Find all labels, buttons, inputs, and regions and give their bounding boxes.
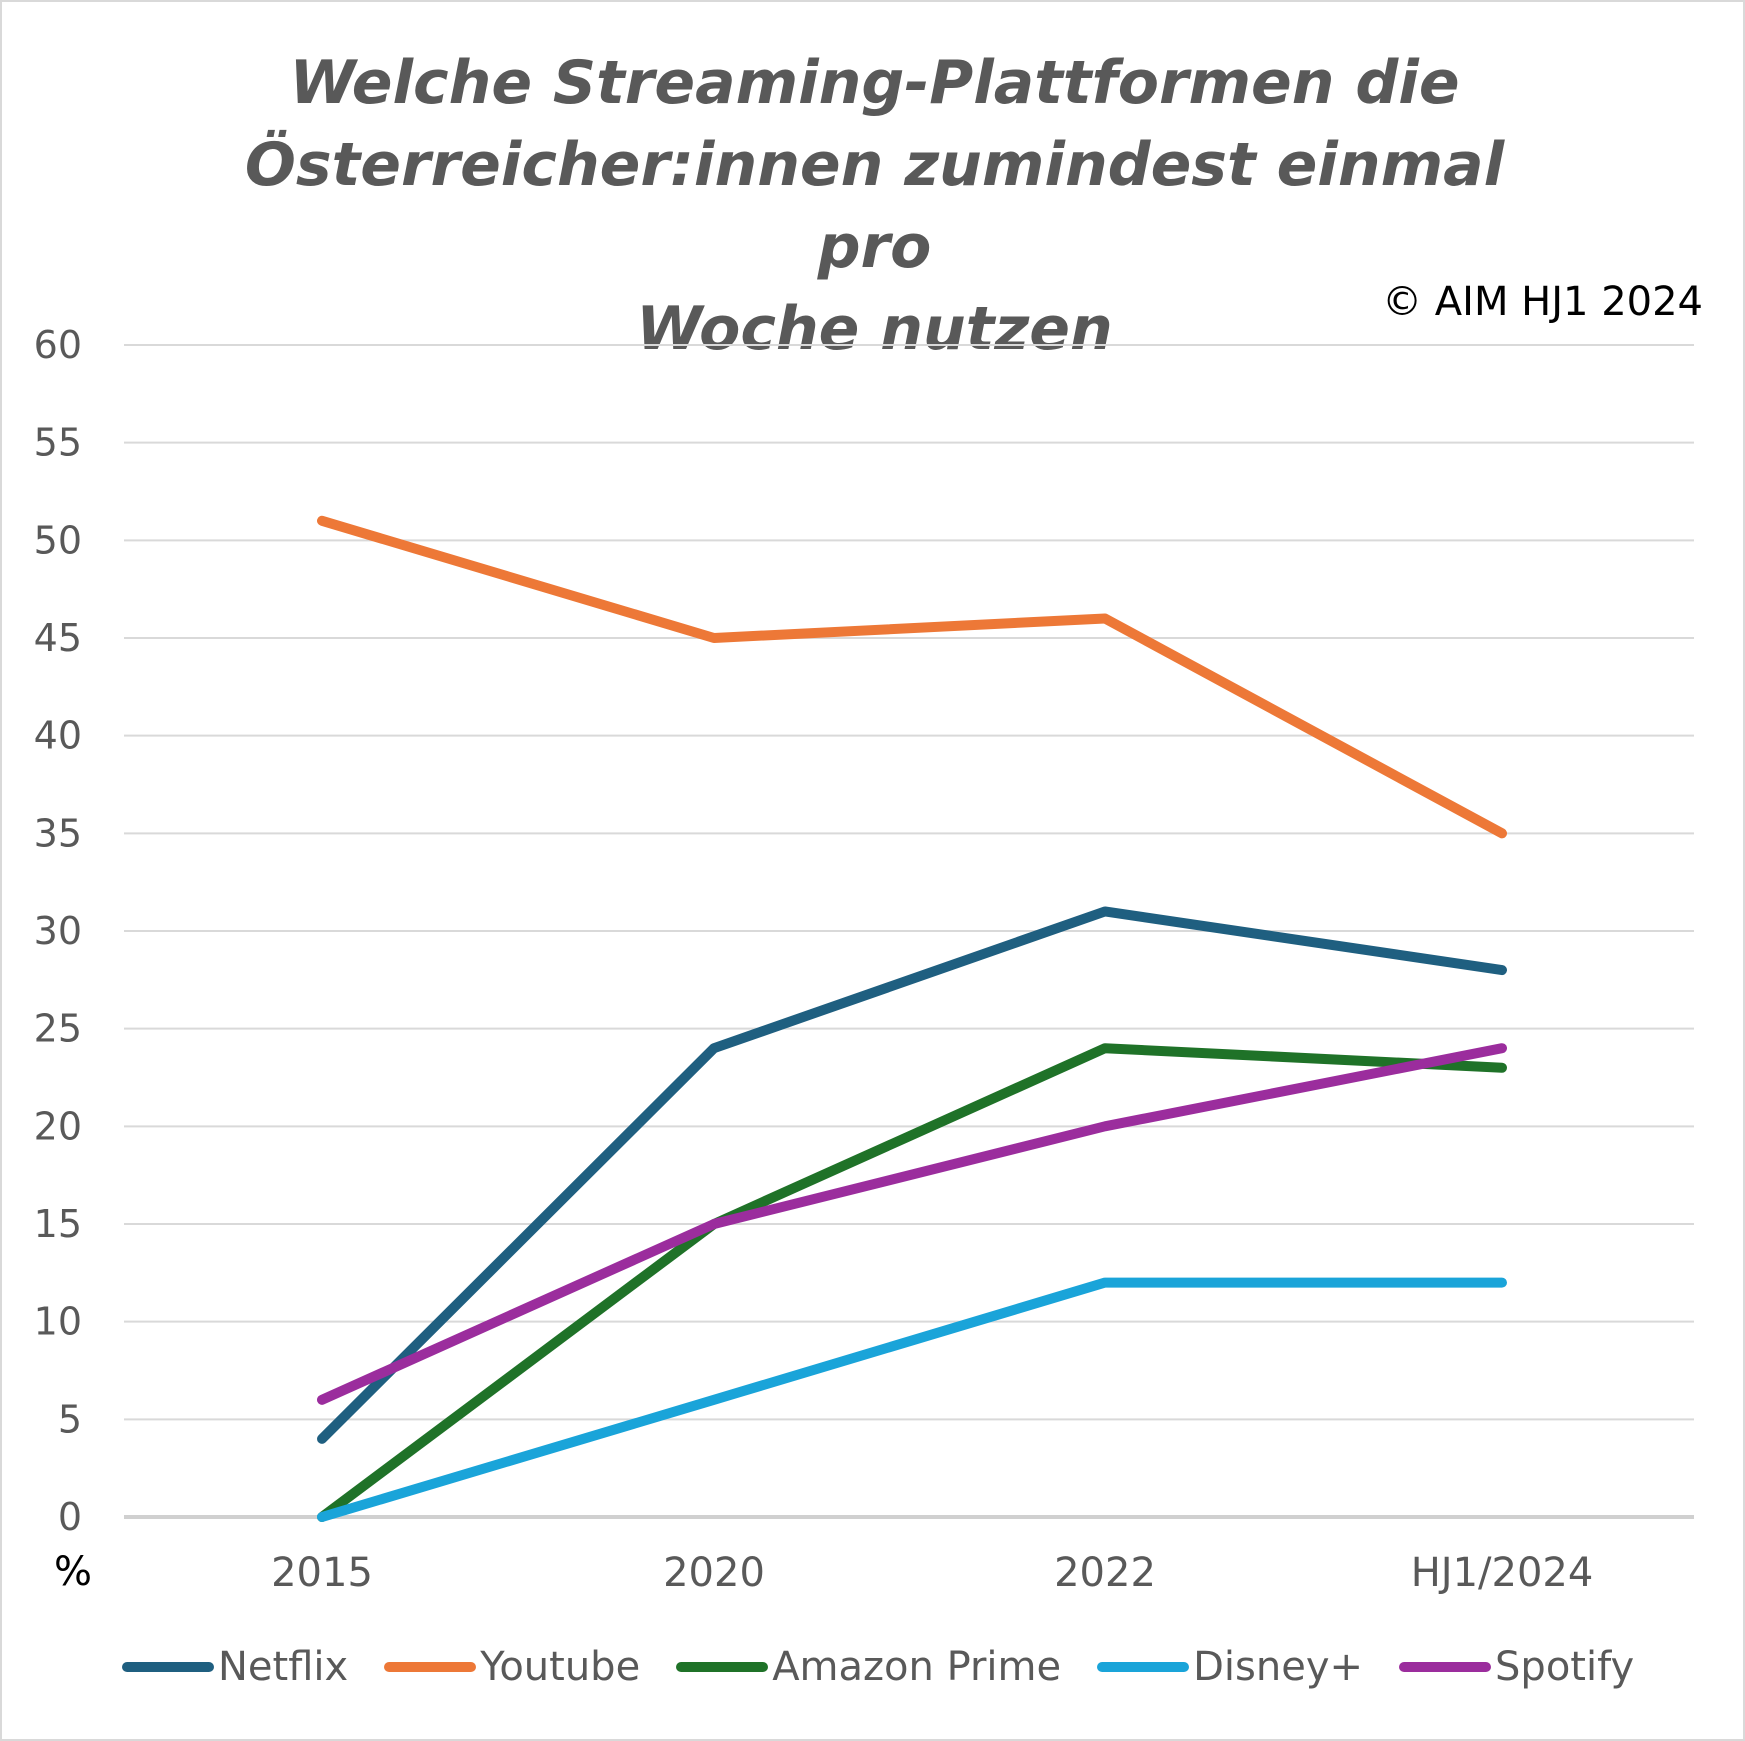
y-axis-unit-label: %: [54, 1549, 92, 1595]
y-tick-label: 40: [34, 714, 82, 758]
legend-label: Netflix: [218, 1644, 349, 1690]
source-note: © AIM HJ1 2024: [1382, 279, 1703, 325]
chart-title-line-2: Österreicher:innen zumindest einmal pro: [244, 130, 1505, 282]
legend-label: Spotify: [1495, 1644, 1635, 1690]
y-tick-label: 35: [34, 811, 82, 855]
x-axis-ticks: 2015 2020 2022 HJ1/2024: [271, 1550, 1593, 1596]
chart-title-line-1: Welche Streaming-Plattformen die: [289, 48, 1460, 118]
series-line-spotify: [317, 1043, 1507, 1405]
y-tick-label: 10: [34, 1300, 82, 1344]
y-tick-label: 20: [34, 1104, 82, 1148]
legend-item-netflix: Netflix: [122, 1644, 348, 1690]
y-tick-label: 45: [34, 616, 82, 660]
legend-swatch: [384, 1662, 477, 1672]
series-line-netflix: [317, 906, 1507, 1444]
legend-item-youtube: Youtube: [384, 1644, 640, 1690]
x-tick-label: HJ1/2024: [1411, 1550, 1594, 1596]
y-tick-label: 25: [34, 1007, 82, 1051]
legend-swatch: [1097, 1662, 1190, 1672]
y-tick-label: 0: [58, 1495, 82, 1539]
legend-item-spotify: Spotify: [1399, 1644, 1634, 1690]
y-tick-label: 60: [34, 323, 82, 367]
series-line-youtube: [317, 515, 1507, 839]
y-tick-label: 5: [58, 1397, 82, 1441]
y-tick-label: 50: [34, 518, 82, 562]
chart-title: Welche Streaming-Plattformen die Österre…: [202, 42, 1547, 370]
legend-swatch: [122, 1662, 214, 1672]
y-tick-label: 30: [34, 909, 82, 953]
series-line-disney-: [317, 1277, 1507, 1522]
legend-item-amazon-prime: Amazon Prime: [676, 1644, 1061, 1690]
chart-title-line-3: Woche nutzen: [636, 294, 1113, 364]
x-tick-label: 2015: [271, 1550, 373, 1596]
legend: Netflix Youtube Amazon Prime Disney+ Spotify: [122, 1644, 1670, 1690]
y-tick-label: 15: [34, 1202, 82, 1246]
legend-label: Disney+: [1193, 1644, 1364, 1690]
legend-item-disney-: Disney+: [1097, 1644, 1363, 1690]
series-lines: [317, 515, 1507, 1522]
gridlines: [124, 344, 1694, 1519]
legend-swatch: [1399, 1662, 1492, 1672]
series-line-amazon-prime: [317, 1043, 1507, 1522]
y-axis-ticks: 0 5 10 15 20 25 30 35 40 45 50 55 60: [34, 323, 82, 1539]
legend-swatch: [676, 1662, 769, 1672]
legend-label: Amazon Prime: [772, 1644, 1062, 1690]
x-tick-label: 2020: [663, 1550, 765, 1596]
y-tick-label: 55: [34, 421, 82, 465]
x-tick-label: 2022: [1054, 1550, 1156, 1596]
legend-label: Youtube: [480, 1644, 641, 1690]
